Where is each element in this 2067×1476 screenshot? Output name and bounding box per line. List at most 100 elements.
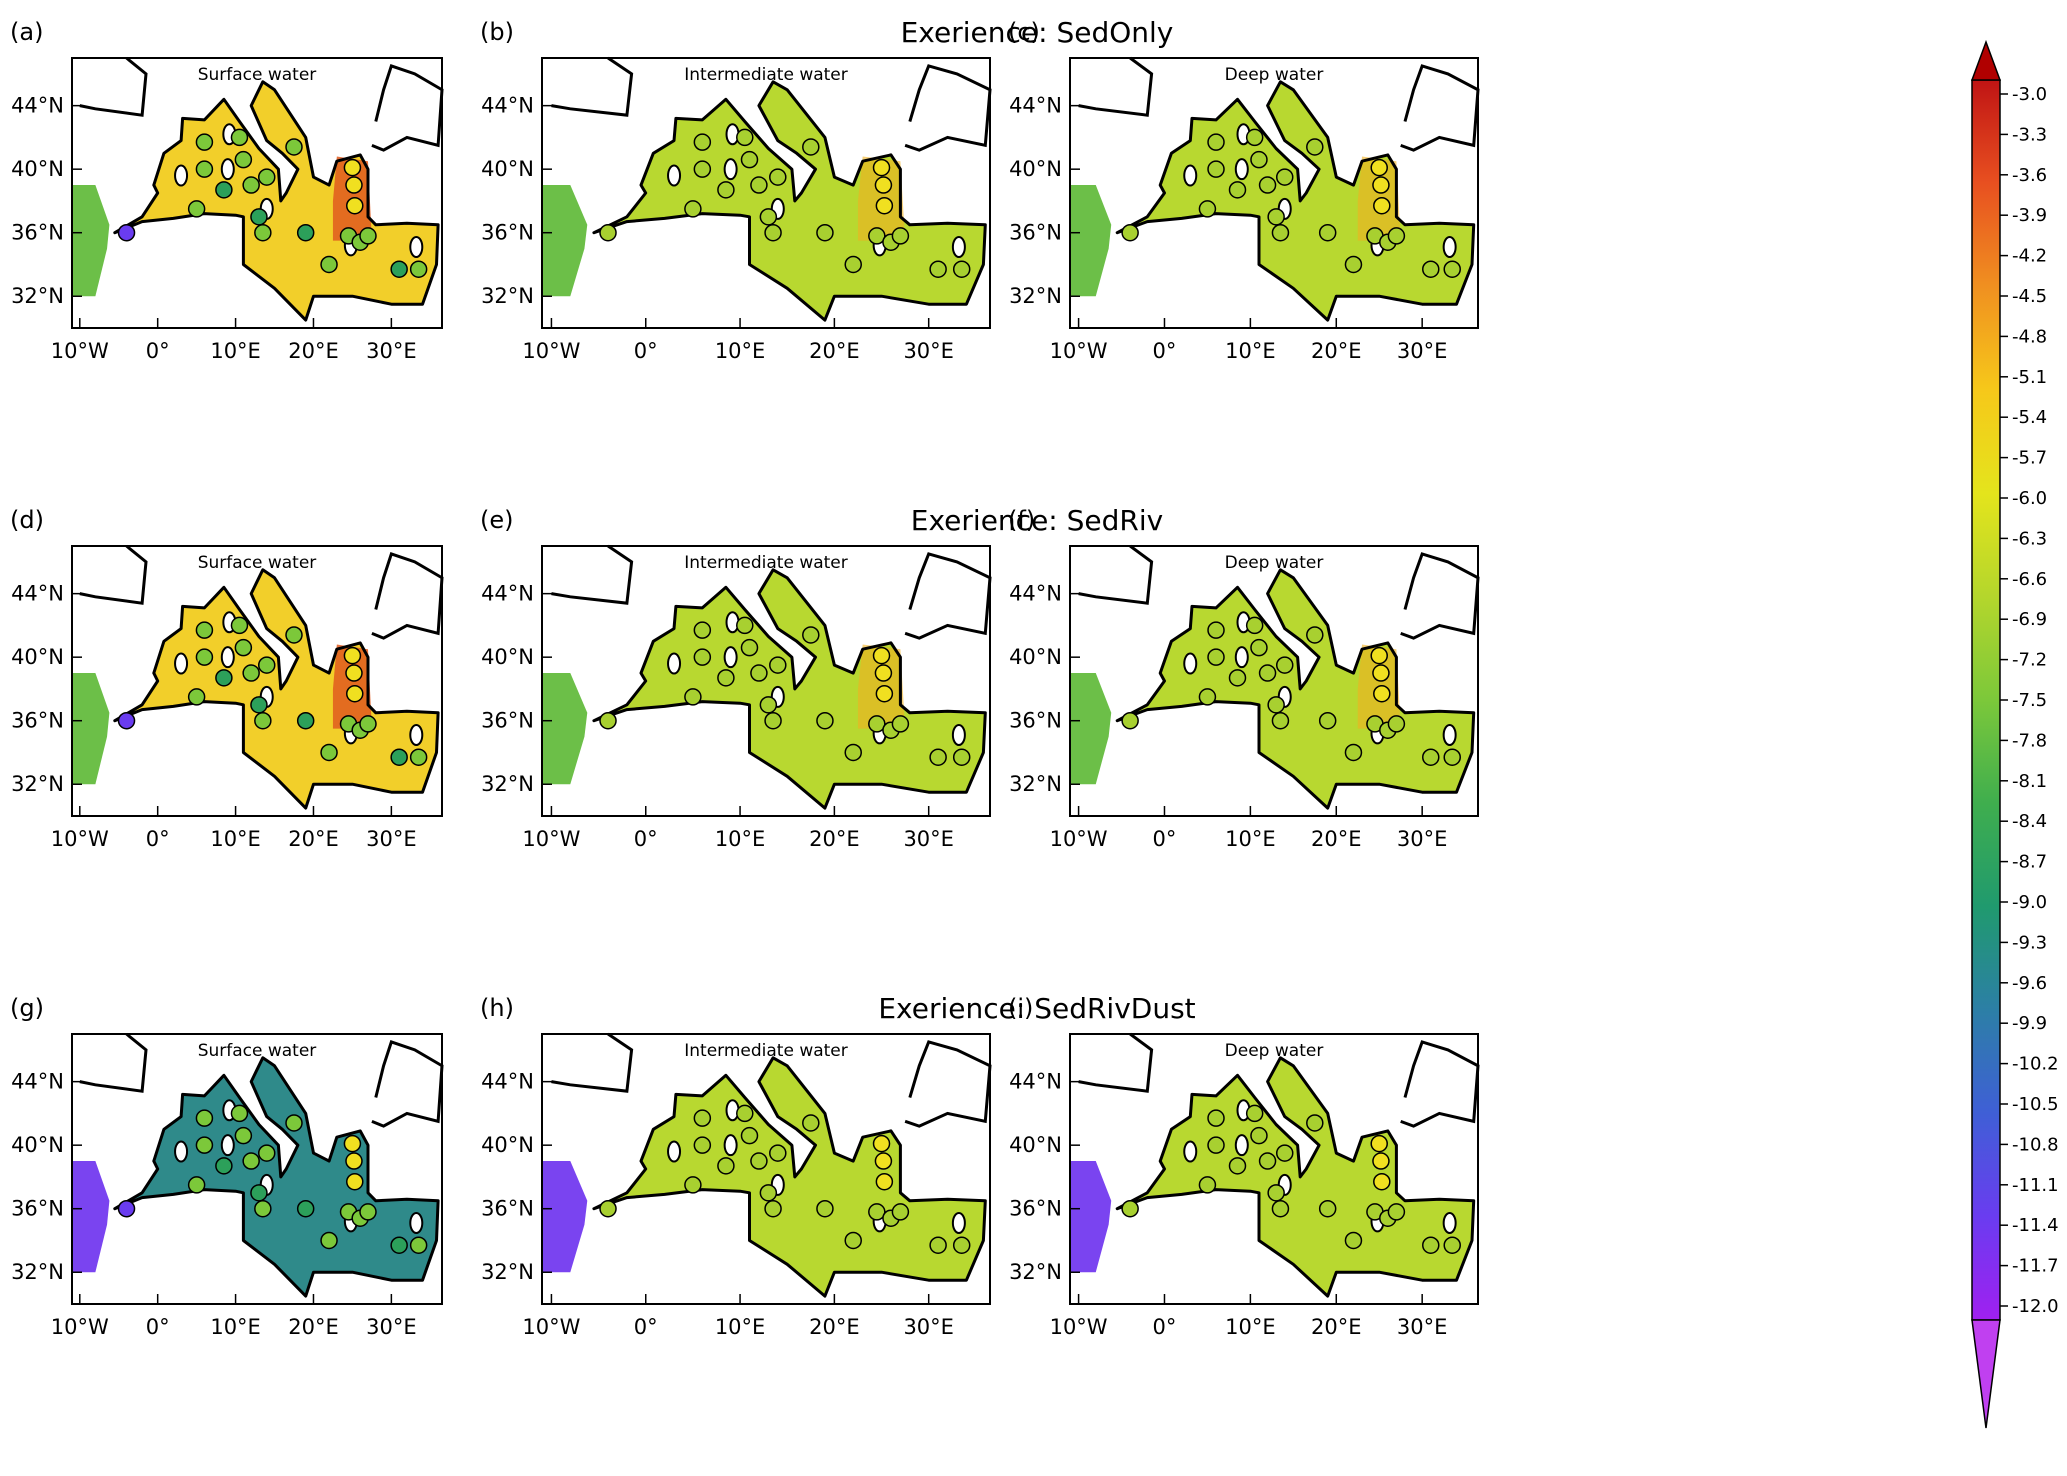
- island: [667, 164, 682, 187]
- map-frame: [1069, 545, 1479, 817]
- island: [1183, 1140, 1198, 1163]
- lat-tick-label: 40°N: [1009, 645, 1062, 669]
- colorbar-tick-label: -9.6: [2012, 973, 2047, 994]
- colorbar-tick-label: -9.0: [2012, 892, 2047, 913]
- station-marker: [1250, 150, 1268, 169]
- lat-tick-label: 40°N: [481, 645, 534, 669]
- station-marker: [929, 1236, 947, 1254]
- lat-tick-label: 32°N: [481, 772, 534, 796]
- colorbar-ticks: -3.0 -3.3 -3.6 -3.9 -4.2 -4.5 -4.8 -5.1 -5.4 -5.7…: [2000, 84, 2059, 1317]
- colorbar-tick-label: -9.3: [2012, 932, 2047, 953]
- map-frame: [1069, 57, 1479, 329]
- station-marker: [1443, 748, 1461, 766]
- island: [1234, 1134, 1249, 1157]
- lat-tick-label: 36°N: [481, 221, 534, 245]
- map-panel-e: (e) Intermediate water 10°W 0° 10°E 20°E 30°E 3…: [480, 506, 992, 851]
- station-marker: [1373, 684, 1391, 703]
- colorbar-tick-label: -6.9: [2012, 609, 2047, 630]
- station-marker: [868, 227, 886, 245]
- map-panel-a: (a) Surface water 10°W 0° 10°E 20°E 30°E 32°N 36…: [10, 18, 444, 363]
- coastline-north: [1078, 1032, 1154, 1093]
- island: [667, 652, 682, 675]
- island: [220, 1134, 235, 1157]
- station-marker: [1267, 1184, 1285, 1202]
- lat-tick-label: 36°N: [481, 709, 534, 733]
- station-marker: [1271, 1199, 1290, 1218]
- station-marker: [187, 1176, 206, 1194]
- island: [1183, 652, 1198, 675]
- panel-subtitle: Deep water: [1225, 65, 1324, 85]
- coastline-north: [1078, 56, 1154, 117]
- lon-tick-label: 30°E: [1397, 827, 1448, 851]
- island: [174, 164, 189, 187]
- station-marker: [390, 748, 408, 766]
- sea-field: [593, 1057, 986, 1297]
- sea-field: [114, 81, 439, 321]
- station-marker: [1422, 260, 1440, 278]
- panel-subtitle: Surface water: [198, 553, 317, 573]
- lon-tick-label: 0°: [634, 339, 658, 363]
- station-marker: [117, 223, 136, 242]
- lat-tick-label: 32°N: [481, 284, 534, 308]
- map-frame: [541, 1033, 991, 1305]
- station-marker: [693, 160, 712, 178]
- coastline-black-sea: [904, 552, 992, 640]
- colorbar-tick-label: -8.1: [2012, 771, 2047, 792]
- island: [220, 158, 235, 181]
- station-marker: [740, 638, 759, 657]
- lon-tick-label: 10°W: [51, 339, 109, 363]
- station-marker: [1387, 1203, 1406, 1221]
- lon-tick-label: 0°: [634, 1315, 658, 1339]
- coastline-black-sea: [371, 1040, 444, 1128]
- lon-tick-label: 10°E: [1225, 1315, 1276, 1339]
- coastline: [1115, 1056, 1476, 1298]
- coastline: [113, 80, 440, 322]
- station-marker: [1306, 1114, 1324, 1132]
- panel-subtitle: Intermediate water: [684, 553, 848, 573]
- station-marker: [345, 664, 363, 682]
- station-marker: [1245, 128, 1264, 147]
- atlantic-field: [542, 185, 588, 297]
- station-marker: [740, 1126, 759, 1145]
- lat-tick-label: 40°N: [11, 645, 64, 669]
- station-marker: [816, 223, 834, 242]
- station-marker: [343, 158, 362, 177]
- colorbar-body: [1971, 79, 2001, 1321]
- station-marker: [952, 1236, 971, 1254]
- station-marker: [1318, 223, 1337, 242]
- colorbar-tick-label: -6.0: [2012, 488, 2047, 509]
- station-marker: [409, 260, 428, 278]
- station-marker: [296, 223, 315, 242]
- colorbar-tick-label: -10.5: [2012, 1094, 2059, 1115]
- station-marker: [1121, 1199, 1139, 1218]
- map-panel-g: (g) Surface water 10°W 0° 10°E 20°E 30°E 32°N 36…: [10, 994, 444, 1339]
- lat-tick-label: 36°N: [1009, 221, 1062, 245]
- island: [409, 1212, 424, 1234]
- panel-label: (d): [10, 506, 44, 534]
- station-marker: [693, 648, 712, 666]
- lat-tick-label: 36°N: [481, 1197, 534, 1221]
- lon-tick-label: 10°E: [715, 1315, 766, 1339]
- station-marker: [717, 669, 735, 687]
- atlantic-field: [1070, 1161, 1112, 1273]
- lon-tick-label: 10°E: [715, 339, 766, 363]
- colorbar-tick-label: -8.7: [2012, 852, 2047, 873]
- station-marker: [230, 616, 249, 635]
- lat-tick-label: 44°N: [11, 582, 64, 606]
- island: [1442, 236, 1457, 258]
- colorbar-tick-label: -3.3: [2012, 124, 2047, 145]
- island: [723, 646, 738, 669]
- lat-tick-label: 44°N: [481, 582, 534, 606]
- sea-field: [1117, 1057, 1474, 1297]
- station-marker: [1258, 664, 1277, 682]
- station-marker: [343, 1134, 362, 1153]
- station-marker: [875, 196, 894, 215]
- lat-tick-label: 32°N: [1009, 772, 1062, 796]
- station-marker: [296, 1199, 315, 1218]
- station-marker: [1370, 158, 1388, 177]
- station-marker: [234, 1126, 253, 1145]
- station-marker: [1344, 743, 1363, 762]
- colorbar-tick-label: -11.1: [2012, 1175, 2059, 1196]
- station-marker: [891, 227, 910, 245]
- island: [1234, 158, 1249, 181]
